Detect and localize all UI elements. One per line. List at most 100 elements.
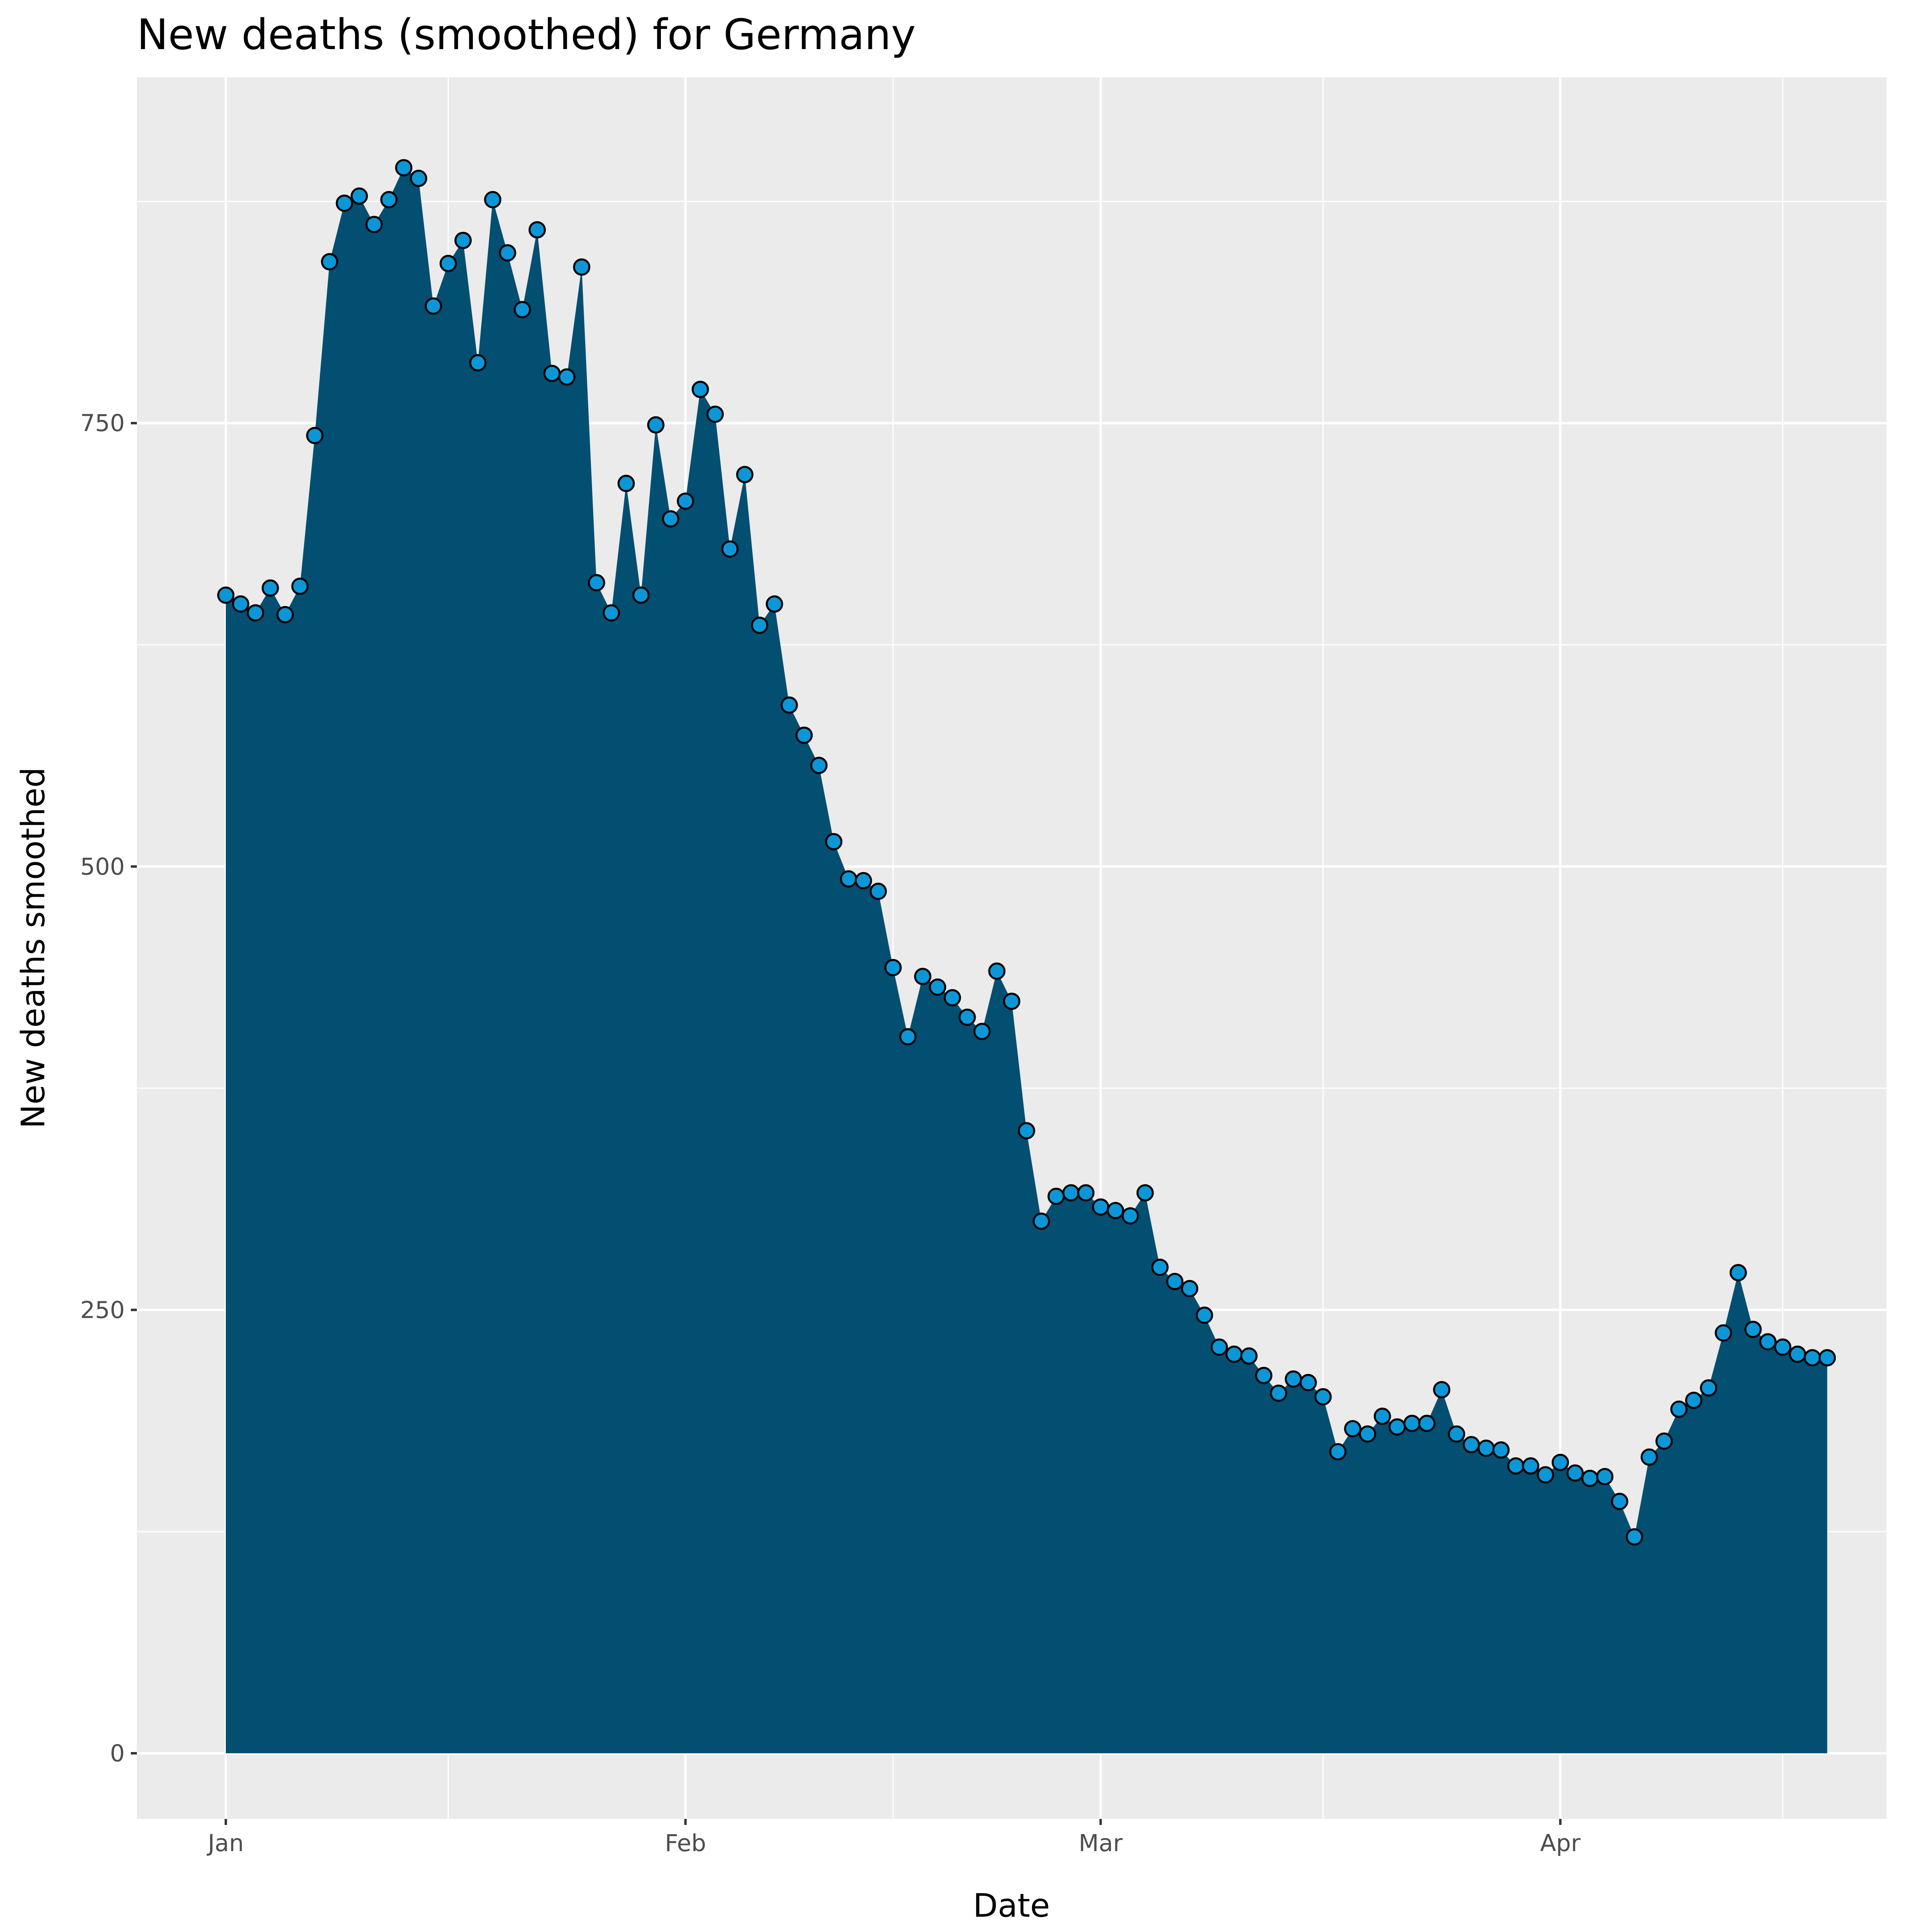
data-point	[810, 757, 828, 774]
data-point	[1670, 1400, 1688, 1418]
data-point	[410, 169, 427, 187]
data-point	[1818, 1349, 1836, 1366]
data-point	[291, 578, 309, 595]
data-point	[1418, 1414, 1436, 1432]
data-point	[647, 416, 665, 434]
x-axis-title: Date	[973, 1887, 1050, 1924]
x-tick-label: Jan	[206, 1829, 244, 1857]
x-tick-label: Mar	[1079, 1829, 1123, 1857]
data-point	[1774, 1338, 1792, 1356]
x-tick-label: Apr	[1540, 1829, 1580, 1857]
data-point	[1566, 1464, 1584, 1482]
data-point	[780, 696, 798, 714]
data-point	[1359, 1425, 1377, 1443]
data-point	[276, 606, 294, 623]
data-point	[1240, 1347, 1258, 1365]
data-point	[1314, 1388, 1332, 1406]
data-point	[1166, 1273, 1184, 1290]
data-point	[262, 579, 279, 597]
data-point	[988, 962, 1006, 980]
data-point	[1329, 1443, 1347, 1461]
y-tick-label: 0	[110, 1740, 125, 1767]
data-point	[1433, 1381, 1451, 1399]
data-point	[840, 870, 857, 888]
data-point	[1181, 1280, 1199, 1298]
data-point	[1700, 1379, 1717, 1397]
data-point	[558, 368, 576, 386]
data-point	[914, 968, 931, 985]
data-point	[425, 297, 442, 315]
data-point	[751, 617, 768, 634]
data-point	[588, 574, 605, 592]
area-fill	[226, 167, 1827, 1753]
data-point	[469, 354, 487, 372]
data-point	[1581, 1470, 1599, 1487]
data-point	[1018, 1122, 1035, 1139]
data-point	[306, 427, 324, 444]
data-point	[1373, 1408, 1391, 1425]
data-point	[351, 187, 368, 205]
y-tick-label: 750	[80, 409, 125, 437]
data-point	[543, 365, 561, 382]
y-axis-title: New deaths smoothed	[14, 767, 52, 1129]
data-point	[440, 255, 457, 272]
data-points	[217, 159, 1836, 1546]
data-point	[1092, 1198, 1110, 1216]
data-point	[1388, 1418, 1406, 1436]
data-point	[603, 604, 620, 622]
data-point	[380, 191, 398, 208]
data-point	[943, 989, 961, 1007]
data-point	[454, 231, 472, 249]
data-point	[1047, 1187, 1065, 1205]
y-tick-label: 250	[80, 1296, 125, 1323]
data-point	[1210, 1338, 1228, 1356]
data-point	[1759, 1333, 1777, 1351]
y-tick-label: 500	[80, 853, 125, 880]
data-point	[247, 604, 264, 622]
data-point	[973, 1023, 991, 1040]
data-point	[662, 510, 679, 528]
data-point	[1611, 1492, 1629, 1510]
data-point	[1477, 1439, 1495, 1457]
data-point	[1151, 1259, 1169, 1276]
data-point	[1062, 1184, 1080, 1202]
data-point	[1596, 1468, 1614, 1486]
data-point	[677, 492, 694, 510]
data-point	[1463, 1436, 1480, 1453]
data-point	[825, 833, 842, 850]
data-point	[795, 727, 813, 744]
data-point	[1804, 1349, 1821, 1366]
data-point	[706, 405, 724, 423]
data-point	[1655, 1432, 1673, 1450]
x-axis: Jan Feb Mar Apr	[206, 1819, 1581, 1857]
data-point	[1685, 1391, 1703, 1409]
data-point	[721, 540, 739, 558]
data-point	[1270, 1384, 1288, 1402]
data-point	[499, 244, 516, 262]
data-point	[321, 253, 339, 270]
data-point	[514, 301, 531, 318]
data-point	[884, 959, 902, 976]
x-tick-label: Feb	[665, 1829, 706, 1857]
data-point	[528, 221, 546, 239]
data-point	[1626, 1528, 1643, 1546]
data-point	[1225, 1346, 1243, 1363]
data-point	[1641, 1448, 1658, 1466]
data-point	[1284, 1370, 1302, 1388]
data-point	[1106, 1202, 1124, 1220]
chart-title: New deaths (smoothed) for Germany	[137, 10, 916, 59]
data-point	[1507, 1457, 1525, 1475]
data-point	[1077, 1184, 1095, 1202]
data-point	[617, 475, 635, 492]
data-point	[1522, 1457, 1540, 1475]
data-point	[736, 466, 753, 483]
data-point	[1403, 1414, 1421, 1432]
data-point	[958, 1008, 976, 1026]
data-point	[1299, 1374, 1317, 1391]
data-point	[573, 258, 590, 276]
data-point	[1492, 1441, 1510, 1459]
data-point	[869, 882, 887, 900]
data-point	[1136, 1184, 1154, 1202]
data-point	[1715, 1324, 1732, 1342]
